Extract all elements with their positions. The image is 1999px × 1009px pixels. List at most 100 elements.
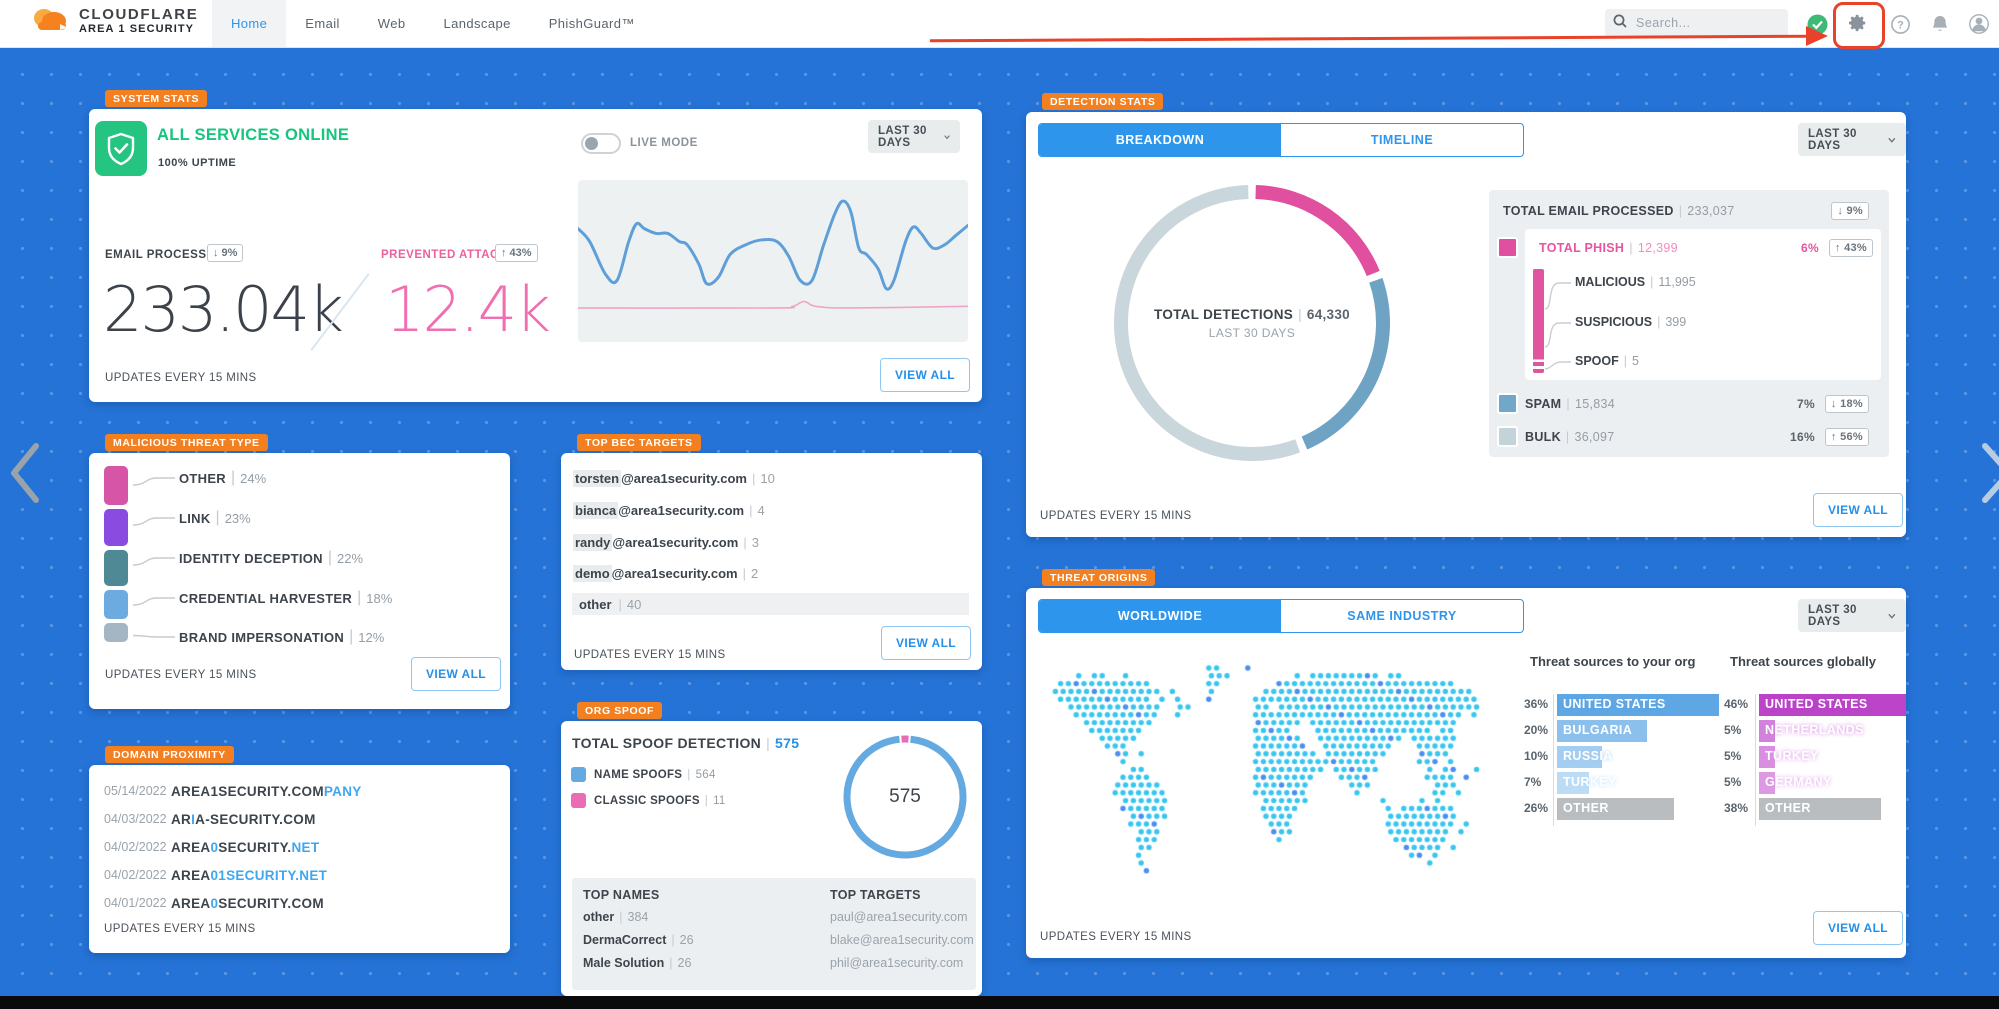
org-spoof-card: ORG SPOOF TOTAL SPOOF DETECTION | 575 NAME… — [561, 702, 982, 996]
source-pct: 20% — [1524, 723, 1549, 737]
source-bar: BULGARIA — [1557, 720, 1647, 742]
malicious-row: MALICIOUS | 11,995 — [1575, 275, 1696, 289]
bulk-swatch — [1497, 426, 1518, 447]
domain-row: 04/01/2022 AREA0SECURITY.COM — [104, 895, 324, 911]
source-pct: 38% — [1724, 801, 1749, 815]
org-sources-header: Threat sources to your org — [1530, 654, 1696, 669]
detection-range-dropdown[interactable]: LAST 30 DAYS — [1798, 123, 1906, 156]
phish-subcard: TOTAL PHISH | 12,399 6% ↑ 43% MALICIOUS | 11… — [1525, 229, 1881, 380]
search-icon — [1613, 14, 1627, 33]
spoof-donut-center-value: 575 — [889, 786, 921, 807]
malicious-threat-type-tag: MALICIOUS THREAT TYPE — [105, 434, 268, 451]
spoof-detail-panel: TOP NAMES other | 384 DermaCorrect | 26 Male… — [572, 878, 976, 990]
threat-type-row: OTHER | 24% — [133, 468, 266, 488]
live-mode-toggle[interactable] — [581, 133, 621, 154]
total-email-row: TOTAL EMAIL PROCESSED | 233,037 ↓ 9% — [1503, 202, 1875, 220]
detection-breakdown-panel: TOTAL EMAIL PROCESSED | 233,037 ↓ 9% TOTAL… — [1489, 190, 1889, 457]
bulk-delta-badge: ↑ 56% — [1824, 428, 1869, 446]
notifications-bell-icon[interactable] — [1929, 13, 1951, 35]
source-pct: 5% — [1724, 723, 1742, 737]
protection-status-badge-icon[interactable] — [1806, 13, 1828, 35]
tab-worldwide[interactable]: WORLDWIDE — [1039, 600, 1281, 632]
updates-note: UPDATES EVERY 15 MINS — [1040, 510, 1192, 522]
help-icon[interactable]: ? — [1889, 13, 1911, 35]
brand-subtitle: AREA 1 SECURITY — [79, 22, 195, 35]
account-user-icon[interactable] — [1968, 13, 1990, 35]
threat-view-all-button[interactable]: VIEW ALL — [1813, 911, 1903, 945]
threat-type-view-all-button[interactable]: VIEW ALL — [411, 657, 501, 691]
threat-type-swatch — [104, 509, 128, 546]
source-pct: 46% — [1724, 697, 1749, 711]
domain-proximity-card: DOMAIN PROXIMITY 05/14/2022 AREA1SECURITY… — [89, 746, 510, 953]
email-processed-label: EMAIL PROCESSED — [105, 249, 224, 261]
source-bar: NETHERLANDS — [1759, 720, 1863, 742]
source-pct: 10% — [1524, 749, 1549, 763]
search-box[interactable] — [1605, 9, 1788, 37]
nav-item-landscape[interactable]: Landscape — [443, 16, 511, 31]
threat-origins-card: THREAT ORIGINS WORLDWIDE SAME INDUSTRY L… — [1026, 569, 1906, 958]
email-processed-value: 233.04k — [103, 273, 344, 346]
threat-type-swatch — [104, 550, 128, 586]
world-dot-map — [1040, 662, 1512, 882]
updates-note: UPDATES EVERY 15 MINS — [574, 649, 726, 661]
brand-title: CLOUDFLARE — [79, 5, 199, 23]
tab-same-industry[interactable]: SAME INDUSTRY — [1347, 609, 1457, 623]
source-pct: 36% — [1524, 697, 1549, 711]
tab-breakdown[interactable]: BREAKDOWN — [1039, 124, 1281, 156]
top-names-header: TOP NAMES — [583, 888, 660, 902]
updates-note: UPDATES EVERY 15 MINS — [1040, 931, 1192, 943]
system-view-all-button[interactable]: VIEW ALL — [880, 358, 970, 392]
updates-note: UPDATES EVERY 15 MINS — [105, 669, 257, 681]
tab-timeline[interactable]: TIMELINE — [1370, 133, 1434, 147]
prevented-attacks-label: PREVENTED ATTACKS — [381, 249, 516, 261]
suspicious-row: SUSPICIOUS | 399 — [1575, 315, 1687, 329]
classic-spoofs-swatch — [571, 793, 586, 808]
page-next-chevron-icon[interactable] — [1981, 442, 1999, 509]
prevented-attacks-delta-badge: ↑ 43% — [495, 244, 538, 262]
settings-gear-icon[interactable] — [1847, 13, 1869, 35]
threat-type-row: LINK | 23% — [133, 508, 251, 528]
brand-logo[interactable]: CLOUDFLARE AREA 1 SECURITY — [30, 4, 198, 37]
top-bec-targets-tag: TOP BEC TARGETS — [577, 434, 701, 451]
chevron-down-icon — [944, 134, 950, 139]
connector-lines — [1544, 282, 1571, 370]
phish-pct: 6% — [1800, 241, 1819, 255]
top-targets-header: TOP TARGETS — [830, 888, 921, 902]
domain-proximity-tag: DOMAIN PROXIMITY — [105, 746, 234, 763]
threat-type-swatch — [104, 623, 128, 642]
main-nav: Home Email Web Landscape PhishGuard™ — [212, 0, 654, 47]
search-input[interactable] — [1634, 15, 1768, 31]
nav-item-email[interactable]: Email — [305, 16, 340, 31]
spam-row: SPAM | 15,834 7% ↓ 18% — [1525, 395, 1875, 413]
spoof-row: SPOOF | 5 — [1575, 354, 1639, 368]
malicious-threat-type-card: MALICIOUS THREAT TYPE OTHER | 24% LINK | 23%… — [89, 434, 510, 709]
system-stats-tag: SYSTEM STATS — [105, 90, 208, 107]
nav-item-home[interactable]: Home — [212, 0, 287, 47]
top-name-row: other | 384 — [583, 910, 649, 924]
bec-target-row: randy @area1security.com | 3 — [573, 533, 759, 551]
system-range-dropdown[interactable]: LAST 30 DAYS — [868, 120, 960, 153]
domain-row: 05/14/2022 AREA1SECURITY.COMPANY — [104, 783, 362, 799]
top-name-row: Male Solution | 26 — [583, 956, 692, 970]
threat-type-row: IDENTITY DECEPTION | 22% — [133, 548, 363, 568]
source-bar: OTHER — [1759, 798, 1881, 820]
updates-note: UPDATES EVERY 15 MINS — [104, 923, 256, 935]
detection-tabs: BREAKDOWN TIMELINE — [1038, 123, 1524, 157]
phish-breakdown-bar — [1533, 269, 1544, 373]
threat-type-swatch — [104, 466, 128, 505]
nav-item-web[interactable]: Web — [377, 16, 406, 31]
bec-view-all-button[interactable]: VIEW ALL — [881, 626, 971, 660]
source-bar: TURKEY — [1759, 746, 1818, 768]
detection-view-all-button[interactable]: VIEW ALL — [1813, 493, 1903, 527]
svg-text:?: ? — [1897, 19, 1904, 31]
source-bar: TURKEY — [1557, 772, 1616, 794]
nav-item-phishguard[interactable]: PhishGuard™ — [548, 16, 635, 31]
domain-row: 04/03/2022 ARIA-SECURITY.COM — [104, 811, 316, 827]
bec-target-row: torsten @area1security.com | 10 — [573, 469, 775, 487]
page-prev-chevron-icon[interactable] — [6, 442, 42, 509]
global-sources-header: Threat sources globally — [1730, 654, 1876, 669]
top-target-row: paul@area1security.com — [830, 910, 968, 924]
threat-range-dropdown[interactable]: LAST 30 DAYS — [1798, 599, 1906, 632]
bec-target-row: bianca @area1security.com | 4 — [573, 501, 765, 519]
